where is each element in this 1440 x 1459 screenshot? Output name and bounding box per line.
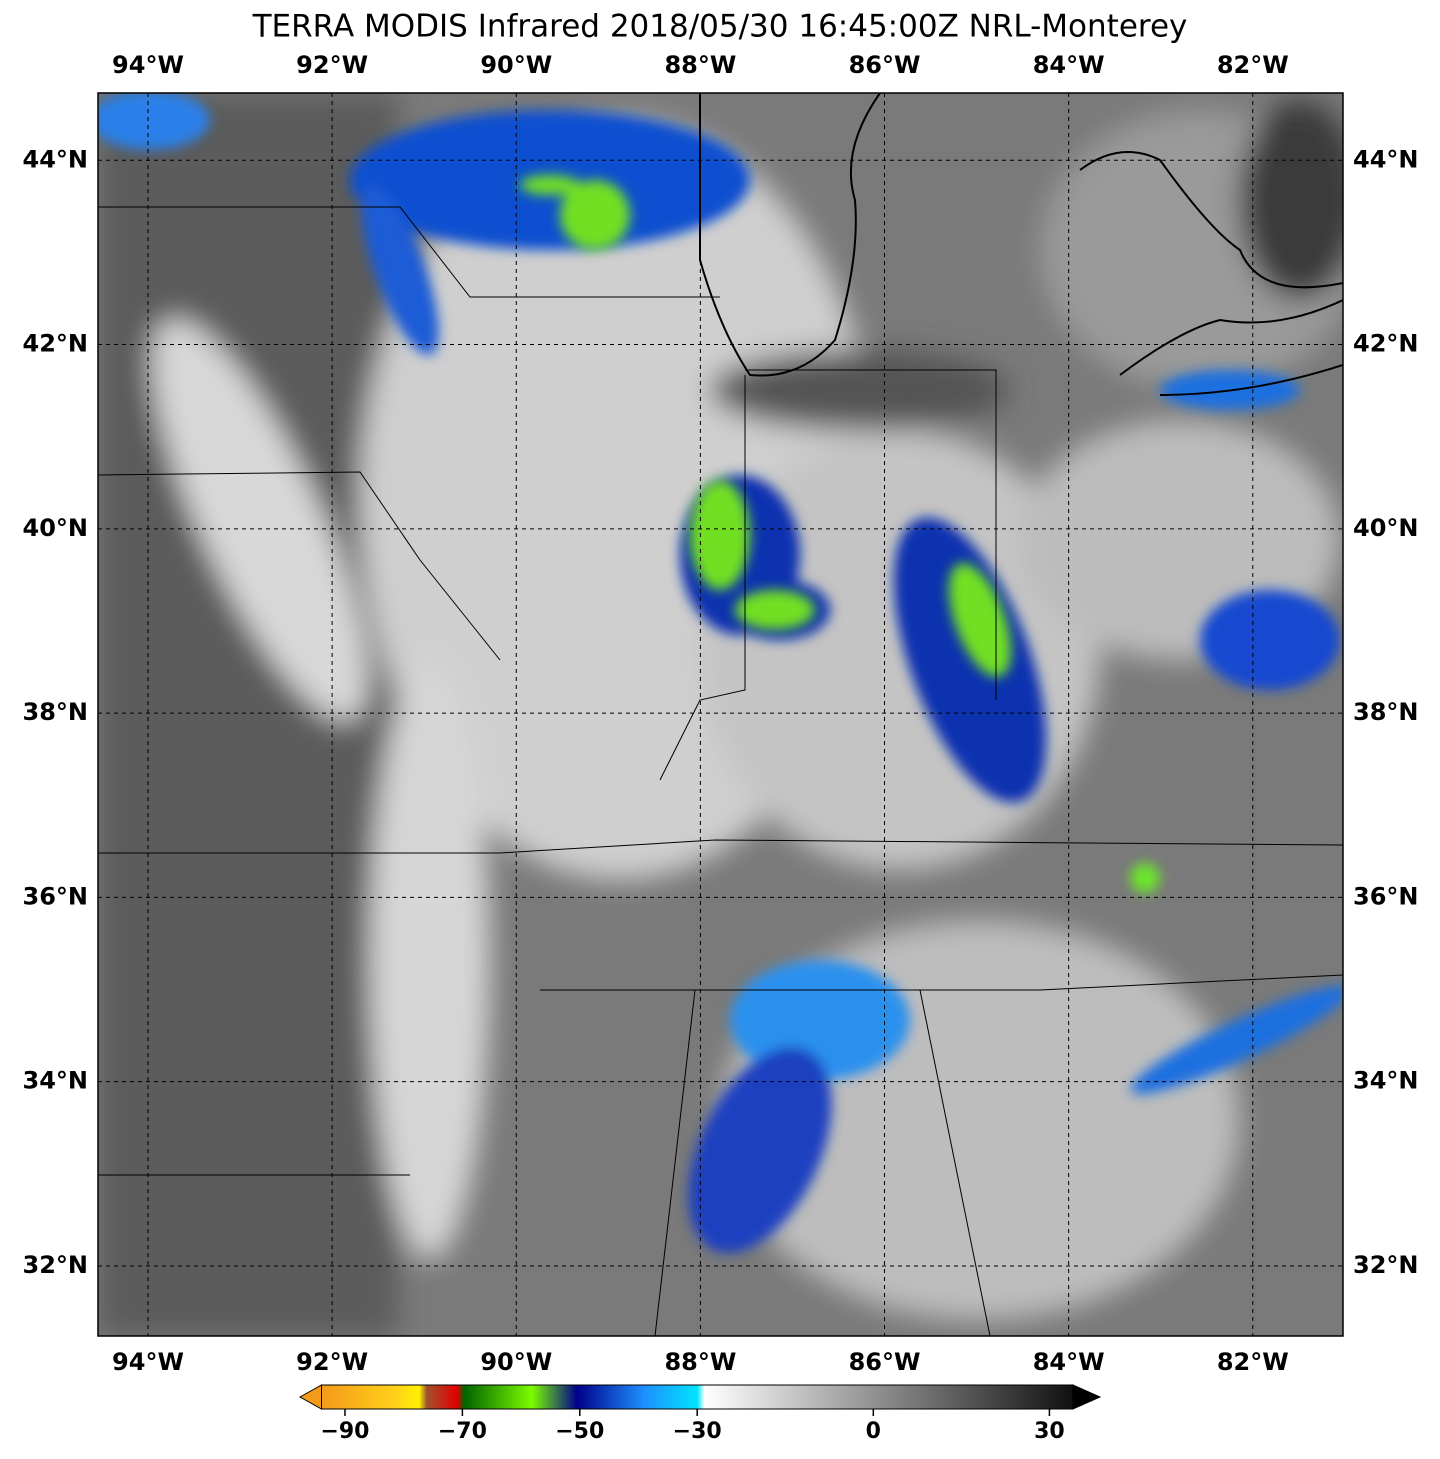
x-tick-label-bottom: 94°W [112, 1348, 184, 1376]
y-tick-label-right: 34°N [1353, 1067, 1418, 1095]
x-tick-label-bottom: 86°W [849, 1348, 921, 1376]
colorbar-tick-label: 30 [1034, 1419, 1065, 1444]
x-tick-label-top: 86°W [849, 51, 921, 79]
y-tick-label-left: 34°N [23, 1067, 88, 1095]
x-tick-label-top: 94°W [112, 51, 184, 79]
colorbar-tick-label: −90 [320, 1419, 369, 1444]
y-tick-label-right: 36°N [1353, 882, 1418, 910]
x-tick-label-top: 82°W [1217, 51, 1289, 79]
x-tick-label-top: 90°W [480, 51, 552, 79]
x-tick-label-top: 84°W [1033, 51, 1105, 79]
y-tick-label-right: 32°N [1353, 1251, 1418, 1279]
y-tick-label-right: 38°N [1353, 698, 1418, 726]
x-tick-label-bottom: 90°W [480, 1348, 552, 1376]
x-tick-label-bottom: 88°W [664, 1348, 736, 1376]
colorbar-tick-label: −30 [673, 1419, 722, 1444]
satellite-image [98, 93, 1343, 1336]
colorbar-tick-label: −70 [438, 1419, 487, 1444]
y-tick-label-left: 38°N [23, 698, 88, 726]
x-tick-label-bottom: 84°W [1033, 1348, 1105, 1376]
plot-frame [97, 92, 1344, 1337]
colorbar-tick-label: −50 [555, 1419, 604, 1444]
colorbar [298, 1384, 1102, 1410]
map-title: TERRA MODIS Infrared 2018/05/30 16:45:00… [252, 9, 1188, 45]
y-tick-label-right: 44°N [1353, 145, 1418, 173]
y-tick-label-left: 32°N [23, 1251, 88, 1279]
x-tick-label-top: 88°W [664, 51, 736, 79]
y-tick-label-left: 44°N [23, 145, 88, 173]
colorbar-tick-label: 0 [866, 1419, 881, 1444]
y-tick-label-left: 42°N [23, 330, 88, 358]
y-tick-label-right: 42°N [1353, 330, 1418, 358]
y-tick-label-left: 40°N [23, 514, 88, 542]
x-tick-label-bottom: 92°W [296, 1348, 368, 1376]
y-tick-label-right: 40°N [1353, 514, 1418, 542]
x-tick-label-bottom: 82°W [1217, 1348, 1289, 1376]
x-tick-label-top: 92°W [296, 51, 368, 79]
y-tick-label-left: 36°N [23, 882, 88, 910]
